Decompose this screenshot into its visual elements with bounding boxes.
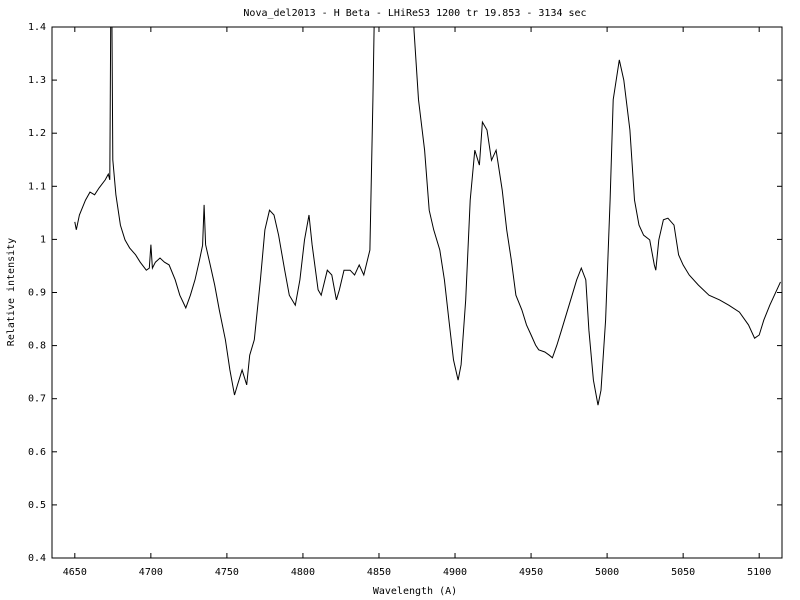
- x-tick-label: 4850: [367, 567, 391, 578]
- chart-title: Nova_del2013 - H Beta - LHiReS3 1200 tr …: [243, 8, 586, 19]
- y-tick-label: 0.7: [28, 394, 46, 405]
- x-tick-label: 5050: [671, 567, 695, 578]
- y-tick-label: 0.4: [28, 553, 46, 564]
- y-tick-label: 1: [40, 234, 46, 245]
- y-axis-label: Relative intensity: [6, 238, 17, 346]
- y-tick-label: 1.2: [28, 128, 46, 139]
- x-tick-label: 4800: [291, 567, 315, 578]
- x-tick-label: 4700: [139, 567, 163, 578]
- x-tick-label: 4900: [443, 567, 467, 578]
- x-tick-label: 4750: [215, 567, 239, 578]
- y-tick-label: 0.9: [28, 288, 46, 299]
- x-tick-label: 5100: [747, 567, 771, 578]
- y-tick-label: 0.8: [28, 341, 46, 352]
- y-tick-label: 0.6: [28, 447, 46, 458]
- y-tick-label: 0.5: [28, 500, 46, 511]
- plot-frame: [51, 26, 783, 559]
- x-tick-label: 4650: [63, 567, 87, 578]
- x-axis-label: Wavelength (A): [373, 586, 457, 597]
- y-tick-label: 1.4: [28, 22, 46, 33]
- x-tick-label: 4950: [519, 567, 543, 578]
- y-tick-label: 1.1: [28, 181, 46, 192]
- x-tick-label: 5000: [595, 567, 619, 578]
- spectrum-line: [74, 27, 781, 406]
- y-tick-label: 1.3: [28, 75, 46, 86]
